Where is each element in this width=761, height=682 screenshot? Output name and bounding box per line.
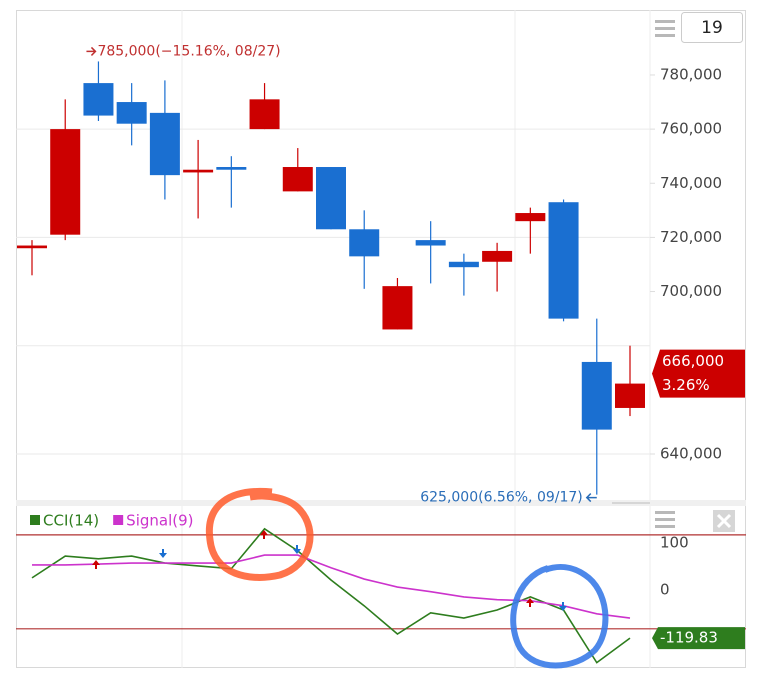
candle-body [615,383,645,408]
series-line [31,527,631,664]
low-label: 625,000(6.56%, 09/17) [420,490,583,506]
y-tick-label: 740,000 [660,174,722,192]
highlight-circle [205,487,314,581]
y-tick-label: 0 [660,580,670,598]
candle-body [482,250,513,262]
highlight-circle [510,564,609,669]
period-box[interactable] [681,12,743,43]
candle-body [448,261,479,268]
candle-body [581,361,612,430]
panel-separator [16,500,746,506]
candle-body [515,213,546,222]
y-tick-label: 760,000 [660,120,722,138]
candle-body [349,229,380,257]
candle-body [415,240,446,246]
menu-icon[interactable] [655,511,675,528]
last-price: 666,000 [662,352,724,370]
legend-swatch [30,515,40,525]
candle-body [216,167,247,170]
candle-body [149,112,180,176]
y-tick-label: 100 [660,533,689,551]
high-arrow [86,46,97,56]
y-tick-label: 700,000 [660,282,722,300]
high-label: 785,000(−15.16%, 08/27) [97,43,280,59]
y-tick-label: 780,000 [660,65,722,83]
candle-body [382,286,413,330]
y-tick-label: 640,000 [660,444,722,462]
low-arrow [585,493,597,503]
legend-label: CCI(14) [43,512,99,530]
last-change: 3.26% [662,376,710,394]
last-price-tag [652,349,745,398]
candle-body [50,129,81,235]
last-value: -119.83 [660,629,718,647]
candle-body [282,167,313,192]
candle-body [316,167,346,230]
candle-body [548,202,579,319]
candle-body [83,83,114,116]
legend-label: Signal(9) [126,512,193,530]
period-text[interactable]: 19 [701,18,723,38]
legend-swatch [113,515,124,525]
candle-body [183,169,214,173]
candle-body [249,99,280,130]
signal-arrows [92,530,567,611]
close-icon[interactable] [713,510,735,532]
menu-icon[interactable] [655,20,675,37]
last-value-tag [652,627,745,650]
candle-body [17,245,47,249]
candle-body [116,102,147,124]
y-tick-label: 720,000 [660,228,722,246]
series-line [32,554,631,619]
frame [16,10,746,668]
